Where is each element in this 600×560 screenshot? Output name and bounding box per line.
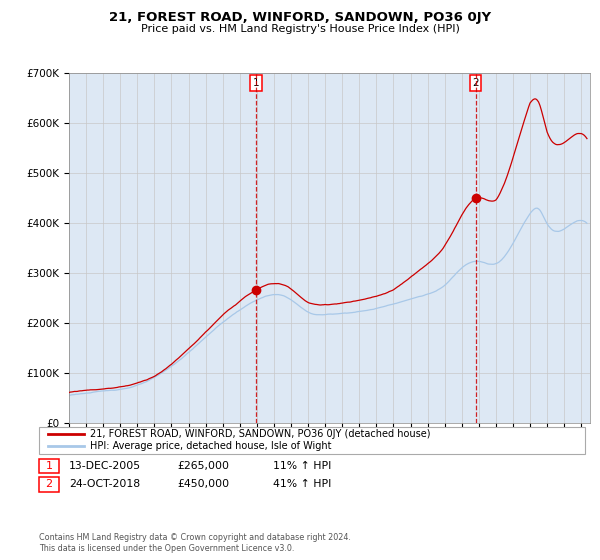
Text: 11% ↑ HPI: 11% ↑ HPI — [273, 461, 331, 471]
Text: 21, FOREST ROAD, WINFORD, SANDOWN, PO36 0JY (detached house): 21, FOREST ROAD, WINFORD, SANDOWN, PO36 … — [90, 429, 431, 439]
Text: 13-DEC-2005: 13-DEC-2005 — [69, 461, 141, 471]
Text: Contains HM Land Registry data © Crown copyright and database right 2024.
This d: Contains HM Land Registry data © Crown c… — [39, 533, 351, 553]
Text: £450,000: £450,000 — [177, 479, 229, 489]
Text: 1: 1 — [253, 78, 259, 88]
Text: Price paid vs. HM Land Registry's House Price Index (HPI): Price paid vs. HM Land Registry's House … — [140, 24, 460, 34]
Text: 41% ↑ HPI: 41% ↑ HPI — [273, 479, 331, 489]
Text: 2: 2 — [46, 479, 52, 489]
Text: £265,000: £265,000 — [177, 461, 229, 471]
Text: 2: 2 — [472, 78, 479, 88]
Text: 1: 1 — [46, 461, 52, 471]
Text: HPI: Average price, detached house, Isle of Wight: HPI: Average price, detached house, Isle… — [90, 441, 331, 451]
Text: 21, FOREST ROAD, WINFORD, SANDOWN, PO36 0JY: 21, FOREST ROAD, WINFORD, SANDOWN, PO36 … — [109, 11, 491, 24]
Text: 24-OCT-2018: 24-OCT-2018 — [69, 479, 140, 489]
